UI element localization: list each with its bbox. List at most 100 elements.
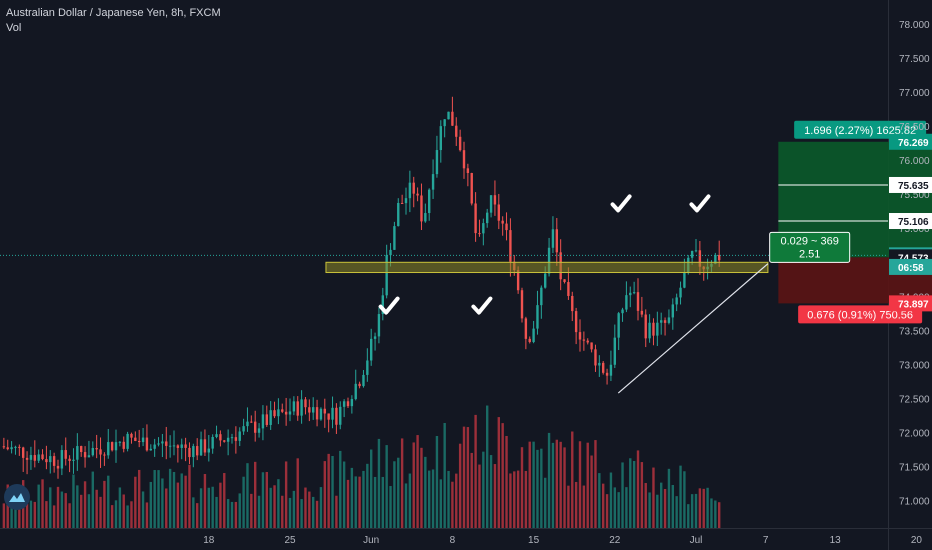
volume-bar [153, 470, 156, 528]
price-tick-label: 75.500 [899, 190, 930, 201]
candle-body [238, 431, 241, 441]
volume-bar [462, 426, 466, 528]
price-tick-label: 71.000 [899, 497, 930, 508]
tradingview-logo-icon[interactable] [4, 484, 30, 510]
volume-bar [466, 427, 470, 528]
volume-bar [99, 496, 102, 528]
volume-bar [648, 492, 651, 528]
candle-body [141, 437, 145, 443]
price-tick-label: 78.000 [899, 20, 930, 31]
volume-bar [373, 476, 377, 528]
volume-bar [520, 447, 524, 528]
candle-body [358, 383, 361, 387]
volume-bar [215, 496, 218, 528]
volume-bar [714, 500, 717, 528]
svg-text:06:58: 06:58 [898, 263, 924, 274]
candle-body [644, 314, 647, 339]
volume-bar [667, 468, 671, 528]
volume-indicator-label[interactable]: Vol [6, 22, 22, 34]
price-tick-label: 75.000 [899, 224, 930, 235]
volume-bar [335, 495, 338, 528]
volume-bar [447, 470, 450, 528]
price-tick-label: 77.500 [899, 54, 930, 65]
candle-body [458, 136, 462, 151]
candle-body [60, 450, 64, 469]
candle-body [571, 295, 574, 312]
time-tick-label: Jul [690, 535, 703, 546]
volume-bar [18, 495, 21, 528]
chart-legend: Australian Dollar / Japanese Yen, 8h, FX… [6, 6, 221, 36]
volume-bar [362, 470, 365, 528]
candle-body [37, 454, 40, 461]
candle-body [138, 440, 141, 443]
candle-body [300, 399, 303, 416]
candle-body [621, 309, 624, 314]
candle-body [277, 409, 280, 417]
volume-bar [602, 483, 605, 528]
candle-body [304, 399, 307, 408]
candle-body [652, 322, 655, 336]
candle-body [501, 220, 504, 224]
candles [2, 96, 721, 479]
volume-bar [617, 492, 620, 528]
volume-bar [261, 472, 265, 528]
volume-bar [304, 487, 307, 528]
volume-bar [207, 487, 210, 528]
volume-bar [687, 504, 690, 528]
candle-body [10, 447, 13, 450]
volume-bar [416, 435, 419, 528]
volume-bar [613, 487, 616, 528]
volume-bar [118, 487, 122, 528]
candle-body [393, 226, 396, 250]
volume-bar [269, 487, 272, 528]
candle-body [207, 448, 210, 453]
volume-bar [455, 473, 458, 528]
volume-bar [571, 431, 574, 528]
candle-body [420, 195, 423, 222]
volume-bar [296, 458, 299, 528]
volume-bar [621, 462, 624, 528]
volume-bar [145, 502, 149, 528]
candle-body [230, 437, 234, 439]
symbol-title[interactable]: Australian Dollar / Japanese Yen, 8h, FX… [6, 7, 221, 19]
volume-bar [41, 479, 44, 528]
volume-bar [702, 488, 705, 528]
candle-body [203, 439, 207, 453]
volume-bar [489, 455, 493, 528]
candle-body [315, 407, 319, 420]
candle-body [675, 297, 678, 305]
candle-body [25, 457, 29, 460]
volume-bar [424, 456, 427, 528]
candle-body [404, 198, 408, 204]
candle-body [609, 364, 613, 376]
candle-body [29, 455, 33, 460]
volume-bar [698, 488, 702, 528]
candle-body [72, 459, 75, 461]
volume-bar [671, 484, 674, 528]
candle-body [567, 282, 570, 296]
volume-bar [315, 500, 319, 528]
volume-bar [683, 471, 686, 528]
volume-bar [412, 442, 415, 528]
volume-bar [625, 487, 628, 528]
candle-body [594, 349, 597, 366]
candle-body [586, 340, 589, 343]
volume-bar [679, 465, 682, 528]
volume-bar [312, 496, 315, 528]
volume-bar [91, 471, 94, 528]
price-tag: 75.635 [889, 176, 932, 193]
candle-body [474, 203, 477, 234]
volume-bar [234, 501, 238, 528]
volume-bar [663, 488, 667, 528]
volume-bar [49, 487, 52, 528]
volume-bar [238, 493, 241, 528]
volume-bar [551, 442, 555, 528]
svg-text:76.269: 76.269 [898, 138, 929, 149]
volume-bar [130, 501, 133, 528]
candle-body [68, 458, 71, 461]
time-tick-label: 20 [911, 535, 923, 546]
volume-bar [219, 482, 222, 528]
candle-body [443, 119, 446, 127]
candle-body [648, 322, 651, 339]
